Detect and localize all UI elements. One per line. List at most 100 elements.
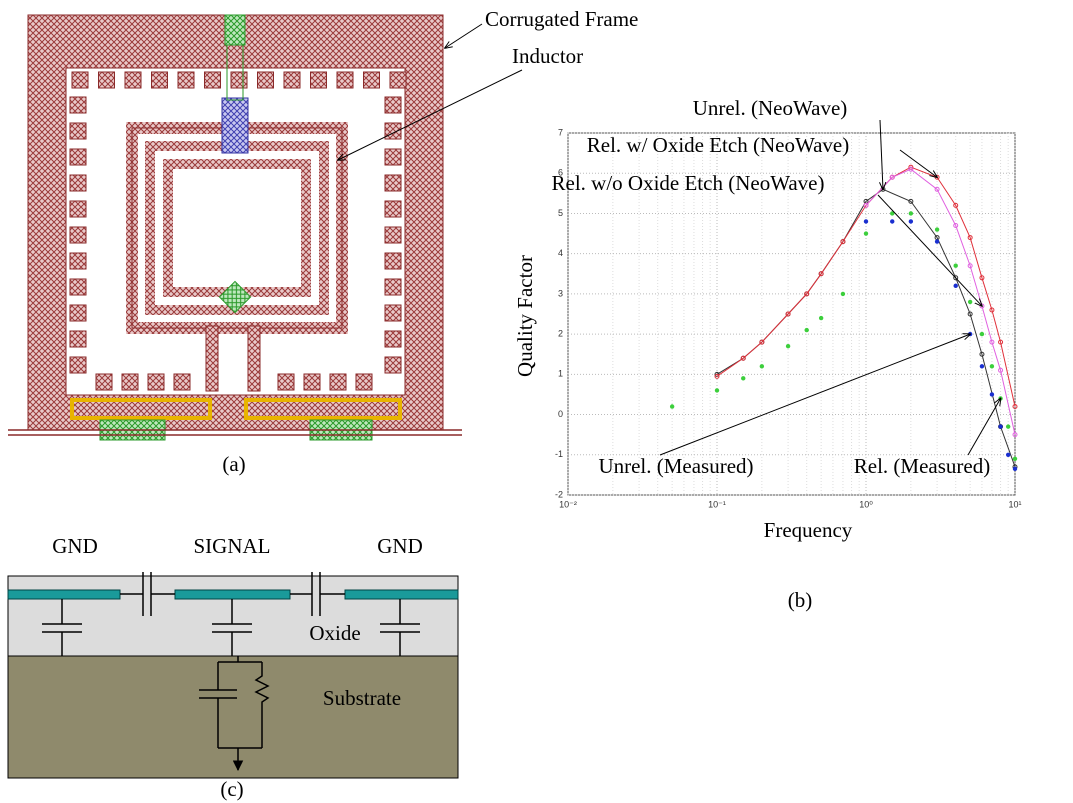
underpass [222, 98, 248, 153]
square [70, 279, 86, 295]
x-tick-label: 10⁰ [859, 499, 873, 509]
y-tick-label: -1 [555, 449, 563, 459]
square [385, 149, 401, 165]
series-label: Rel. w/o Oxide Etch (NeoWave) [552, 171, 825, 195]
y-tick-label: 2 [558, 328, 563, 338]
square [385, 201, 401, 217]
series-label: Unrel. (Measured) [598, 454, 753, 478]
label: GND [52, 534, 98, 558]
point [1013, 457, 1017, 461]
square [385, 357, 401, 373]
figure: Corrugated Frame Inductor (a) GND SIGNAL… [0, 0, 1073, 803]
square [70, 357, 86, 373]
y-tick-label: -2 [555, 489, 563, 499]
point [909, 219, 913, 223]
cross-section: GND SIGNAL GND Oxide Substrate (c) [8, 534, 458, 801]
conductor [8, 590, 120, 599]
square [205, 72, 221, 88]
square [96, 374, 112, 390]
q-chart: Quality Factor Frequency (b) -2-10123456… [513, 96, 1022, 612]
panel-label: (b) [788, 588, 813, 612]
point [670, 404, 674, 408]
square [70, 97, 86, 113]
square [304, 374, 320, 390]
y-tick-label: 3 [558, 288, 563, 298]
x-tick-label: 10⁻¹ [708, 499, 726, 509]
square [178, 72, 194, 88]
point [805, 328, 809, 332]
square [385, 97, 401, 113]
square [72, 72, 88, 88]
square [385, 123, 401, 139]
square [278, 374, 294, 390]
square [70, 123, 86, 139]
square [385, 279, 401, 295]
square [337, 72, 353, 88]
point [909, 211, 913, 215]
spiral-ring [168, 164, 306, 292]
point [864, 231, 868, 235]
square [390, 72, 406, 88]
substrate-layer [8, 656, 458, 778]
x-axis-label: Frequency [764, 518, 853, 542]
point [990, 364, 994, 368]
square [174, 374, 190, 390]
arrow [445, 24, 482, 48]
annotation: Inductor [512, 44, 583, 68]
point [841, 292, 845, 296]
square [122, 374, 138, 390]
point [864, 219, 868, 223]
x-tick-label: 10⁻² [559, 499, 577, 509]
point [935, 227, 939, 231]
y-tick-label: 0 [558, 409, 563, 419]
series-label: Rel. (Measured) [854, 454, 990, 478]
square [385, 331, 401, 347]
square [330, 374, 346, 390]
y-tick-label: 4 [558, 248, 563, 258]
y-tick-label: 1 [558, 369, 563, 379]
point [890, 219, 894, 223]
point [786, 344, 790, 348]
square [385, 175, 401, 191]
square [284, 72, 300, 88]
square [152, 72, 168, 88]
label: Substrate [323, 686, 401, 710]
square [385, 253, 401, 269]
point [1006, 453, 1010, 457]
lead [206, 326, 218, 391]
pad [225, 15, 245, 45]
x-tick-label: 10¹ [1008, 499, 1021, 509]
panel-label: (a) [222, 452, 245, 476]
inductor-layout: Corrugated Frame Inductor (a) [8, 7, 638, 476]
lead [248, 326, 260, 391]
point [819, 316, 823, 320]
point [980, 332, 984, 336]
point [1013, 467, 1017, 471]
square [231, 72, 247, 88]
conductor [345, 590, 458, 599]
panel-label: (c) [220, 777, 243, 801]
square [311, 72, 327, 88]
label: Oxide [309, 621, 360, 645]
square [148, 374, 164, 390]
square [258, 72, 274, 88]
square [125, 72, 141, 88]
point [980, 364, 984, 368]
y-axis-label: Quality Factor [513, 255, 537, 377]
point [968, 300, 972, 304]
point [968, 332, 972, 336]
square [70, 149, 86, 165]
point [760, 364, 764, 368]
point [741, 376, 745, 380]
label: SIGNAL [194, 534, 271, 558]
square [70, 305, 86, 321]
series-label: Rel. w/ Oxide Etch (NeoWave) [587, 133, 849, 157]
square [70, 175, 86, 191]
label: GND [377, 534, 423, 558]
point [1006, 424, 1010, 428]
square [364, 72, 380, 88]
square [70, 201, 86, 217]
square [99, 72, 115, 88]
y-tick-label: 7 [558, 127, 563, 137]
point [935, 239, 939, 243]
